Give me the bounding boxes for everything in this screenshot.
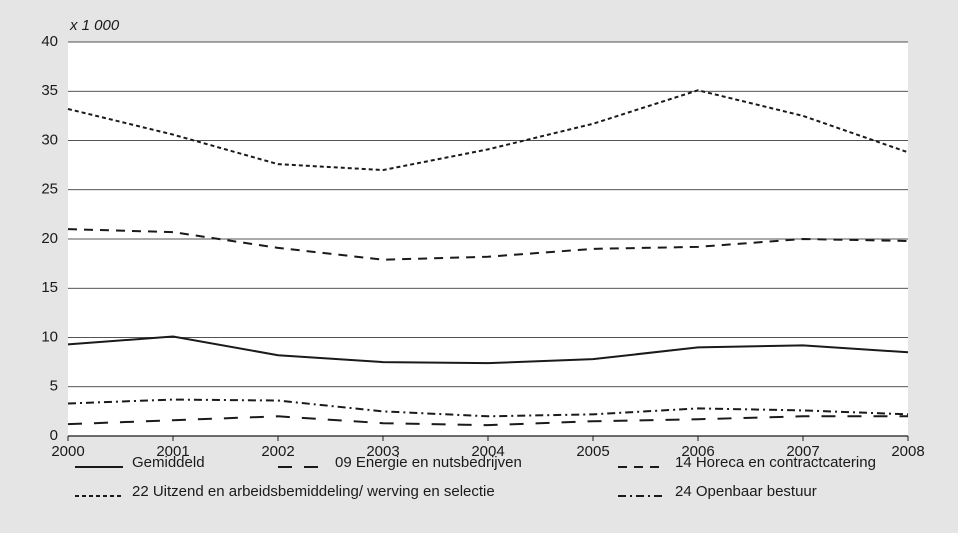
y-unit-label: x 1 000 bbox=[69, 17, 120, 34]
series-line bbox=[67, 335, 909, 365]
series-line bbox=[67, 89, 909, 172]
series-line bbox=[67, 398, 909, 418]
y-tick-label: 25 bbox=[41, 181, 58, 198]
y-tick-label: 5 bbox=[50, 378, 58, 395]
x-tick-label: 2000 bbox=[51, 443, 84, 460]
y-tick-label: 20 bbox=[41, 230, 58, 247]
series-line bbox=[67, 228, 909, 261]
y-tick-label: 15 bbox=[41, 279, 58, 296]
legend-label: 22 Uitzend en arbeidsbemiddeling/ wervin… bbox=[132, 483, 495, 500]
legend-label: Gemiddeld bbox=[132, 454, 205, 471]
x-tick-label: 2003 bbox=[366, 443, 399, 460]
y-tick-label: 35 bbox=[41, 82, 58, 99]
y-tick-label: 10 bbox=[41, 328, 58, 345]
y-tick-label: 0 bbox=[50, 427, 58, 444]
y-tick-label: 40 bbox=[41, 33, 58, 50]
legend-label: 09 Energie en nutsbedrijven bbox=[335, 454, 522, 471]
x-tick-label: 2001 bbox=[156, 443, 189, 460]
x-tick-label: 2002 bbox=[261, 443, 294, 460]
y-tick-label: 30 bbox=[41, 131, 58, 148]
legend-label: 24 Openbaar bestuur bbox=[675, 483, 817, 500]
x-tick-label: 2004 bbox=[471, 443, 504, 460]
x-tick-label: 2008 bbox=[891, 443, 924, 460]
x-tick-label: 2005 bbox=[576, 443, 609, 460]
x-tick-label: 2006 bbox=[681, 443, 714, 460]
x-tick-label: 2007 bbox=[786, 443, 819, 460]
series-line bbox=[67, 415, 908, 427]
legend-label: 14 Horeca en contractcatering bbox=[675, 454, 876, 471]
